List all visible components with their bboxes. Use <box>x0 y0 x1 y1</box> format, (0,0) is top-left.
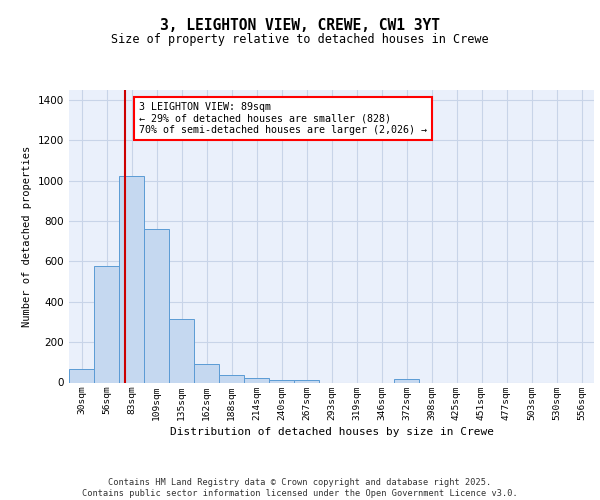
Bar <box>144 229 169 382</box>
Bar <box>244 378 269 382</box>
Bar <box>194 364 219 382</box>
Text: Contains HM Land Registry data © Crown copyright and database right 2025.
Contai: Contains HM Land Registry data © Crown c… <box>82 478 518 498</box>
Bar <box>219 376 244 382</box>
Text: Size of property relative to detached houses in Crewe: Size of property relative to detached ho… <box>111 32 489 46</box>
Text: 3, LEIGHTON VIEW, CREWE, CW1 3YT: 3, LEIGHTON VIEW, CREWE, CW1 3YT <box>160 18 440 32</box>
Bar <box>69 370 94 382</box>
X-axis label: Distribution of detached houses by size in Crewe: Distribution of detached houses by size … <box>170 426 493 436</box>
Bar <box>269 380 294 382</box>
Bar <box>119 176 144 382</box>
Bar <box>294 380 319 382</box>
Bar <box>394 380 419 382</box>
Bar <box>94 266 119 382</box>
Bar <box>169 319 194 382</box>
Y-axis label: Number of detached properties: Number of detached properties <box>22 146 32 327</box>
Text: 3 LEIGHTON VIEW: 89sqm
← 29% of detached houses are smaller (828)
70% of semi-de: 3 LEIGHTON VIEW: 89sqm ← 29% of detached… <box>139 102 427 136</box>
